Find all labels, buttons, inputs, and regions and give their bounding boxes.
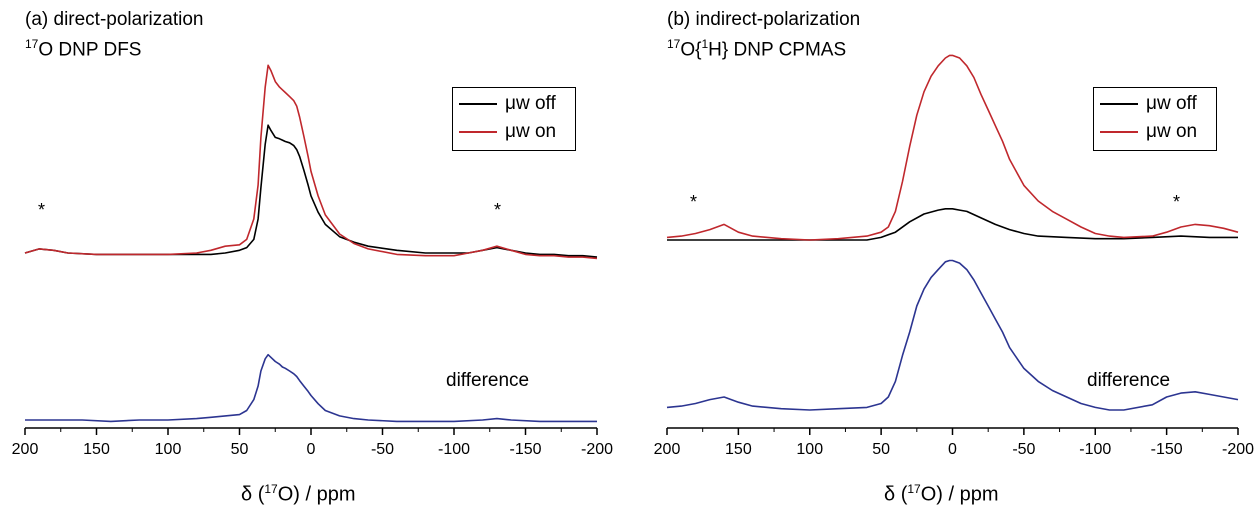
legend-swatch-on bbox=[1100, 131, 1138, 133]
panel-b-sideband-star-right: * bbox=[1173, 192, 1181, 212]
panel-b-title-line1: (b) indirect-polarization bbox=[667, 9, 861, 30]
legend-swatch-off bbox=[1100, 103, 1138, 105]
panel-a-sideband-star-left: * bbox=[38, 200, 46, 220]
panel-b-x-tick-label: -200 bbox=[1222, 441, 1254, 458]
legend-label-off: μw off bbox=[505, 93, 556, 114]
panel-b-x-axis-label: δ (17O) / ppm bbox=[884, 482, 999, 506]
panel-a-title-line1: (a) direct-polarization bbox=[25, 9, 204, 30]
panel-a-x-tick-label: 150 bbox=[83, 441, 110, 458]
legend-swatch-on bbox=[459, 131, 497, 133]
panel-a-x-tick-label: -150 bbox=[509, 441, 541, 458]
legend-item-on: μw on bbox=[1100, 118, 1208, 146]
legend-item-off: μw off bbox=[1100, 90, 1208, 118]
panel-b-difference-label: difference bbox=[1087, 370, 1171, 391]
panel-a-difference-label: difference bbox=[446, 370, 530, 391]
panel-a-x-axis-label: δ (17O) / ppm bbox=[241, 482, 356, 506]
panel-a-sideband-star-right: * bbox=[494, 200, 502, 220]
legend-item-on: μw on bbox=[459, 118, 567, 146]
panel-b-x-tick-label: 0 bbox=[948, 441, 957, 458]
panel-b-title-line2: 17O{1H} DNP CPMAS bbox=[667, 37, 847, 61]
panel-a-title-line2: 17O DNP DFS bbox=[25, 37, 142, 61]
panel-a-legend: μw off μw on bbox=[452, 87, 576, 151]
panel-a-x-tick-label: 200 bbox=[12, 441, 39, 458]
panel-b-legend: μw off μw on bbox=[1093, 87, 1217, 151]
panel-b-x-tick-label: -100 bbox=[1079, 441, 1111, 458]
legend-swatch-off bbox=[459, 103, 497, 105]
legend-label-on: μw on bbox=[505, 121, 557, 142]
legend-item-off: μw off bbox=[459, 90, 567, 118]
panel-b-x-tick-label: 50 bbox=[872, 441, 890, 458]
panel-a-x-tick-label: -50 bbox=[371, 441, 394, 458]
panel-a-series-mw-on-line bbox=[24, 64, 598, 260]
panel-a-series-difference-line bbox=[25, 353, 597, 423]
panel-a-x-tick-label: 0 bbox=[307, 441, 316, 458]
panel-b-x-tick-label: 150 bbox=[725, 441, 752, 458]
panel-a-x-tick-label: -200 bbox=[581, 441, 613, 458]
panel-b-sideband-star-left: * bbox=[690, 192, 698, 212]
panel-b-x-tick-label: -150 bbox=[1151, 441, 1183, 458]
legend-label-on: μw on bbox=[1146, 121, 1198, 142]
panel-b-series-difference-line bbox=[666, 259, 1239, 411]
panel-a-x-tick-label: 100 bbox=[155, 441, 182, 458]
panel-b-x-tick-label: -50 bbox=[1012, 441, 1035, 458]
panel-a-x-tick-label: 50 bbox=[231, 441, 249, 458]
panel-b-series-mw-on-line bbox=[666, 54, 1239, 241]
panel-b-x-tick-label: 100 bbox=[796, 441, 823, 458]
legend-label-off: μw off bbox=[1146, 93, 1197, 114]
panel-b-title: (b) indirect-polarization 17O{1H} DNP CP… bbox=[667, 8, 860, 62]
panel-a-x-tick-label: -100 bbox=[438, 441, 470, 458]
panel-a-title: (a) direct-polarization 17O DNP DFS bbox=[25, 8, 203, 62]
panel-b-x-tick-label: 200 bbox=[654, 441, 681, 458]
